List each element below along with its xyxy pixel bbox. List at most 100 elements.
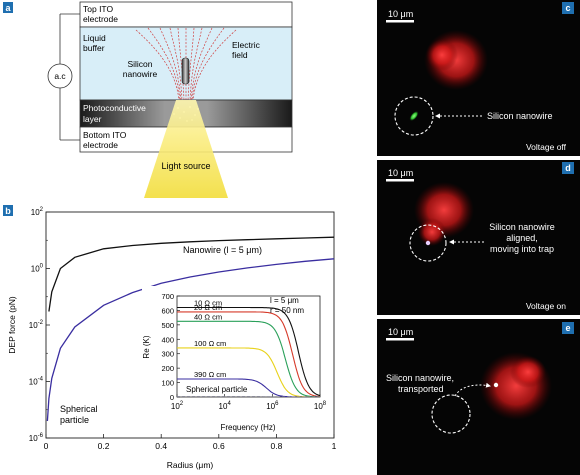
panel-a: a Top ITO electrode Liquid buffer Electr… [3,1,293,198]
electric-field-label-2: field [232,50,248,60]
inset-series-label-1: 20 Ω cm [194,303,222,312]
liquid-buffer-label-2: buffer [83,43,105,53]
nanowire-spot-e [493,382,499,388]
bottom-ito-label-2: electrode [83,140,118,150]
panel-letter-d: d [565,163,571,173]
inset-series-label-3: 100 Ω cm [194,339,226,348]
inset-series-line-3 [177,347,320,397]
silicon-nanowire-label-1: Silicon [127,59,152,69]
nanowire-label-d-2: aligned, [506,233,538,243]
trap-circle-e [431,394,471,434]
inset-y-tick-label: 300 [161,350,174,359]
trap-circle-d [409,224,447,262]
inset-series-label-4: 390 Ω cm [194,370,226,379]
panel-letter-e: e [565,323,570,333]
inset-series-line-0 [177,306,320,397]
inset-x-tick-label: 104 [219,401,232,411]
inset-y-tick-label: 500 [161,321,174,330]
inset-x-axis-label: Frequency (Hz) [220,423,275,432]
top-ito-electrode [79,1,293,28]
panel-letter-c-bg [562,2,574,14]
inset-y-tick-label: 200 [161,364,174,373]
panel-letter-b: b [5,206,11,216]
nanowire-label-e-2: transported [398,384,444,394]
inset-series-line-4 [177,378,320,397]
main-y-axis-label: DEP force (pN) [7,296,17,354]
nanowire-spot-d [425,240,431,246]
trap-circle-c [394,96,434,136]
inset-spherical-label: Spherical particle [186,385,248,394]
main-x-tick-label: 0 [44,441,49,451]
inset-param-l: l = 5 μm [270,296,299,305]
top-ito-label-1: Top ITO [83,4,113,14]
panel-c: c 10 μm Silicon nanowire Voltage off [377,0,580,156]
inset-y-tick-label: 600 [161,306,174,315]
main-x-tick-label: 0.8 [270,441,282,451]
inset-x-tick-label: 102 [171,401,184,411]
inset-x-tick-label: 108 [314,401,327,411]
micrograph-d [377,160,580,315]
scale-label-e: 10 μm [388,327,413,337]
nanowire-curve-label: Nanowire (l = 5 μm) [183,245,262,255]
inset-series-label-2: 40 Ω cm [194,312,222,321]
inset-y-axis-label: Re (K) [142,335,151,358]
voltage-state-d: Voltage on [526,301,566,311]
red-blob-e-2 [510,356,546,388]
nanowire-label-d-3: moving into trap [490,244,554,254]
main-x-tick-label: 1 [332,441,337,451]
panel-letter-c: c [565,3,570,13]
nanowire-diagram [181,57,190,85]
inset-series-line-1 [177,311,320,397]
inset-background [142,286,330,434]
photoconductive-label-2: layer [83,114,102,124]
light-source-label: Light source [161,161,210,171]
panel-e: e 10 μm Silicon nanowire, transported [377,319,580,475]
green-nanowire-c [409,111,419,121]
spherical-curve-label-2: particle [60,415,89,425]
main-y-tick-label: 100 [31,264,44,274]
scale-label-d: 10 μm [388,168,413,178]
scale-bar-e [386,338,414,341]
liquid-buffer-label-1: Liquid [83,33,106,43]
photoconductive-label-1: Photoconductive [83,103,146,113]
scale-bar-d [386,179,414,182]
ac-circuit [59,13,80,141]
light-beam [144,100,228,198]
panel-letter-a-bg [3,2,13,13]
inset-y-tick-label: 0 [170,393,174,402]
panel-letter-d-bg [562,162,574,174]
spherical-curve-label-1: Spherical [60,404,98,414]
inset-y-tick-label: 700 [161,292,174,301]
silicon-nanowire-label-2: nanowire [123,69,158,79]
main-x-tick-label: 0.4 [155,441,167,451]
nanowire-label-c: Silicon nanowire [487,111,553,121]
red-blob-c-2 [426,39,458,71]
main-y-tick-label: 102 [31,207,44,217]
panel-letter-e-bg [562,322,574,334]
ac-source [47,63,73,89]
main-y-tick-label: 10-4 [29,377,44,387]
inset-series [177,306,320,397]
nanowire-label-d-1: Silicon nanowire [489,222,555,232]
main-y-tick-label: 10-6 [29,433,44,443]
panel-letter-a: a [5,3,11,13]
inset-param-r: r = 50 nm [270,306,304,315]
main-x-tick-label: 0.2 [98,441,110,451]
inset-series-label-0: 10 Ω cm [194,299,222,308]
electric-field-label-1: Electric [232,40,261,50]
inset-y-tick-label: 100 [161,379,174,388]
main-x-axis-label: Radius (μm) [167,460,214,470]
inset-series-line-2 [177,320,320,397]
top-ito-label-2: electrode [83,14,118,24]
main-x-tick-label: 0.6 [213,441,225,451]
nanowire-label-e-1: Silicon nanowire, [386,373,454,383]
panel-d: d 10 μm Silicon nanowire aligned, moving… [377,160,580,315]
inset-y-tick-label: 400 [161,335,174,344]
scale-label-c: 10 μm [388,9,413,19]
main-x-ticks: 0 0.2 0.4 0.6 0.8 1 [44,434,337,451]
ac-source-label: a.c [54,71,66,81]
main-series-line-0 [48,236,334,312]
inset-y-ticks: 700 600 500 400 300 200 100 0 [161,292,180,402]
